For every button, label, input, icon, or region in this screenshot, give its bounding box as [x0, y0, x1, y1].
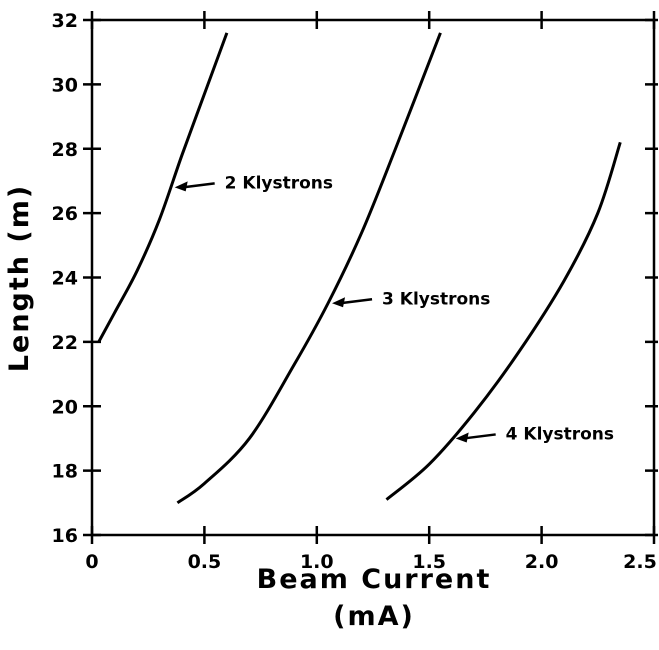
- line-series: [385, 141, 622, 501]
- x-tick-label: 0: [85, 551, 98, 573]
- arrow-head: [455, 432, 469, 443]
- y-tick-label: 26: [52, 203, 78, 225]
- y-tick-label: 24: [52, 268, 78, 290]
- line-series: [97, 32, 229, 343]
- y-axis-label: Length (m): [4, 184, 35, 372]
- x-tick-label: 1.0: [300, 551, 334, 573]
- annotation-arrow: [339, 298, 373, 305]
- y-tick-label: 22: [52, 332, 78, 354]
- x-tick-label: 2.5: [623, 551, 657, 573]
- y-tick-label: 16: [52, 525, 78, 547]
- annotation: 2 Klystrons: [225, 173, 333, 193]
- plot-frame: [90, 18, 656, 537]
- y-tick-label: 18: [52, 461, 78, 483]
- y-tick-label: 20: [52, 396, 78, 418]
- annotation-arrow: [182, 182, 215, 189]
- x-axis-unit: (mA): [333, 601, 415, 632]
- y-tick-label: 28: [52, 139, 78, 161]
- y-tick-label: 30: [52, 74, 78, 96]
- x-tick-label: 0.5: [188, 551, 222, 573]
- x-axis-label: Beam Current: [257, 564, 492, 595]
- line-series: [176, 32, 442, 505]
- x-tick-label: 2.0: [525, 551, 559, 573]
- x-tick-label: 1.5: [412, 551, 446, 573]
- annotation: 4 Klystrons: [506, 424, 614, 444]
- arrow-head: [174, 181, 188, 192]
- y-tick-label: 32: [52, 10, 78, 32]
- annotation-arrow: [463, 433, 496, 440]
- annotation: 3 Klystrons: [382, 289, 490, 309]
- arrow-head: [332, 297, 346, 308]
